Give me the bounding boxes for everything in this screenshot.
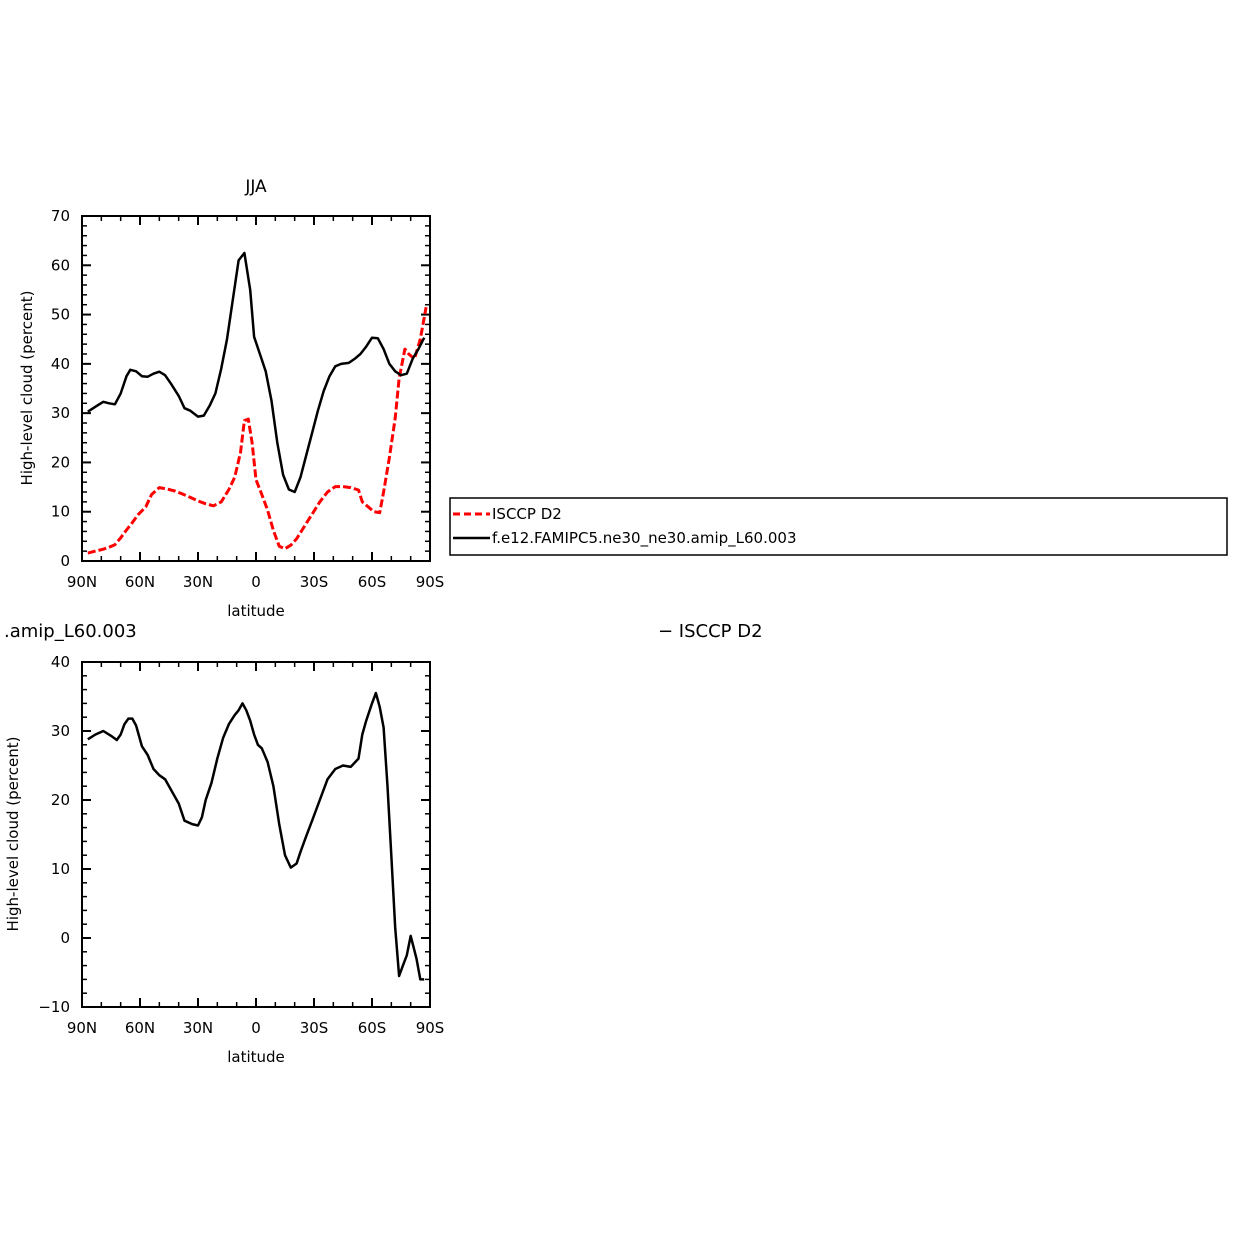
legend-box (449, 497, 1228, 556)
y-tick-label: 50 (51, 306, 70, 324)
plot-frame (81, 661, 431, 1008)
x-tick-label: 90S (416, 1019, 445, 1037)
x-tick-label: 30N (183, 573, 213, 591)
x-tick-label: 60N (125, 573, 155, 591)
x-tick-label: 90S (416, 573, 445, 591)
x-tick-label: 0 (251, 573, 261, 591)
legend-label-obs: ISCCP D2 (492, 505, 562, 523)
x-tick-label: 90N (67, 573, 97, 591)
y-tick-label: 20 (51, 453, 70, 471)
bottom-title-right: − ISCCP D2 (658, 621, 763, 642)
legend-label-model: f.e12.FAMIPC5.ne30_ne30.amip_L60.003 (492, 529, 797, 548)
y-tick-label: 10 (51, 503, 70, 521)
x-axis-label: latitude (227, 1048, 285, 1066)
y-axis-label: High-level cloud (percent) (18, 291, 36, 486)
y-tick-label: 10 (51, 860, 70, 878)
y-tick-label: 60 (51, 256, 70, 274)
plot-lines (87, 251, 428, 555)
x-tick-label: 30S (300, 573, 329, 591)
series-line-model (87, 251, 426, 494)
y-axis-label: High-level cloud (percent) (4, 737, 22, 932)
legend: ISCCP D2 f.e12.FAMIPC5.ne30_ne30.amip_L6… (449, 497, 1228, 556)
y-tick-label: −10 (38, 998, 70, 1016)
chart-title: JJA (244, 177, 267, 197)
x-tick-label: 60S (358, 1019, 387, 1037)
top-chart-panel: JJA High-level cloud (percent) latitude … (18, 177, 444, 620)
y-tick-label: 30 (51, 404, 70, 422)
plot-frame (81, 215, 431, 562)
axis-ticks: 90N 60N 30N 0 30S 60S 90S −10 0 10 20 30 40 (38, 653, 444, 1037)
x-axis-label: latitude (227, 602, 285, 620)
y-tick-label: 20 (51, 791, 70, 809)
bottom-chart-panel: .amip_L60.003 − ISCCP D2 High-level clou… (4, 621, 763, 1066)
y-tick-label: 0 (60, 552, 70, 570)
bottom-title-left: .amip_L60.003 (4, 621, 137, 642)
x-tick-label: 30N (183, 1019, 213, 1037)
y-tick-label: 30 (51, 722, 70, 740)
y-tick-label: 40 (51, 653, 70, 671)
y-tick-label: 70 (51, 207, 70, 225)
y-tick-label: 0 (60, 929, 70, 947)
series-line-isccp (87, 306, 428, 555)
x-tick-label: 60N (125, 1019, 155, 1037)
x-tick-label: 30S (300, 1019, 329, 1037)
series-line-model (87, 691, 425, 981)
x-tick-label: 60S (358, 573, 387, 591)
y-tick-label: 40 (51, 355, 70, 373)
axis-ticks: 90N 60N 30N 0 30S 60S 90S 0 10 20 30 40 50 60 70 (51, 207, 444, 591)
x-tick-label: 90N (67, 1019, 97, 1037)
x-tick-label: 0 (251, 1019, 261, 1037)
plot-lines (87, 691, 425, 981)
